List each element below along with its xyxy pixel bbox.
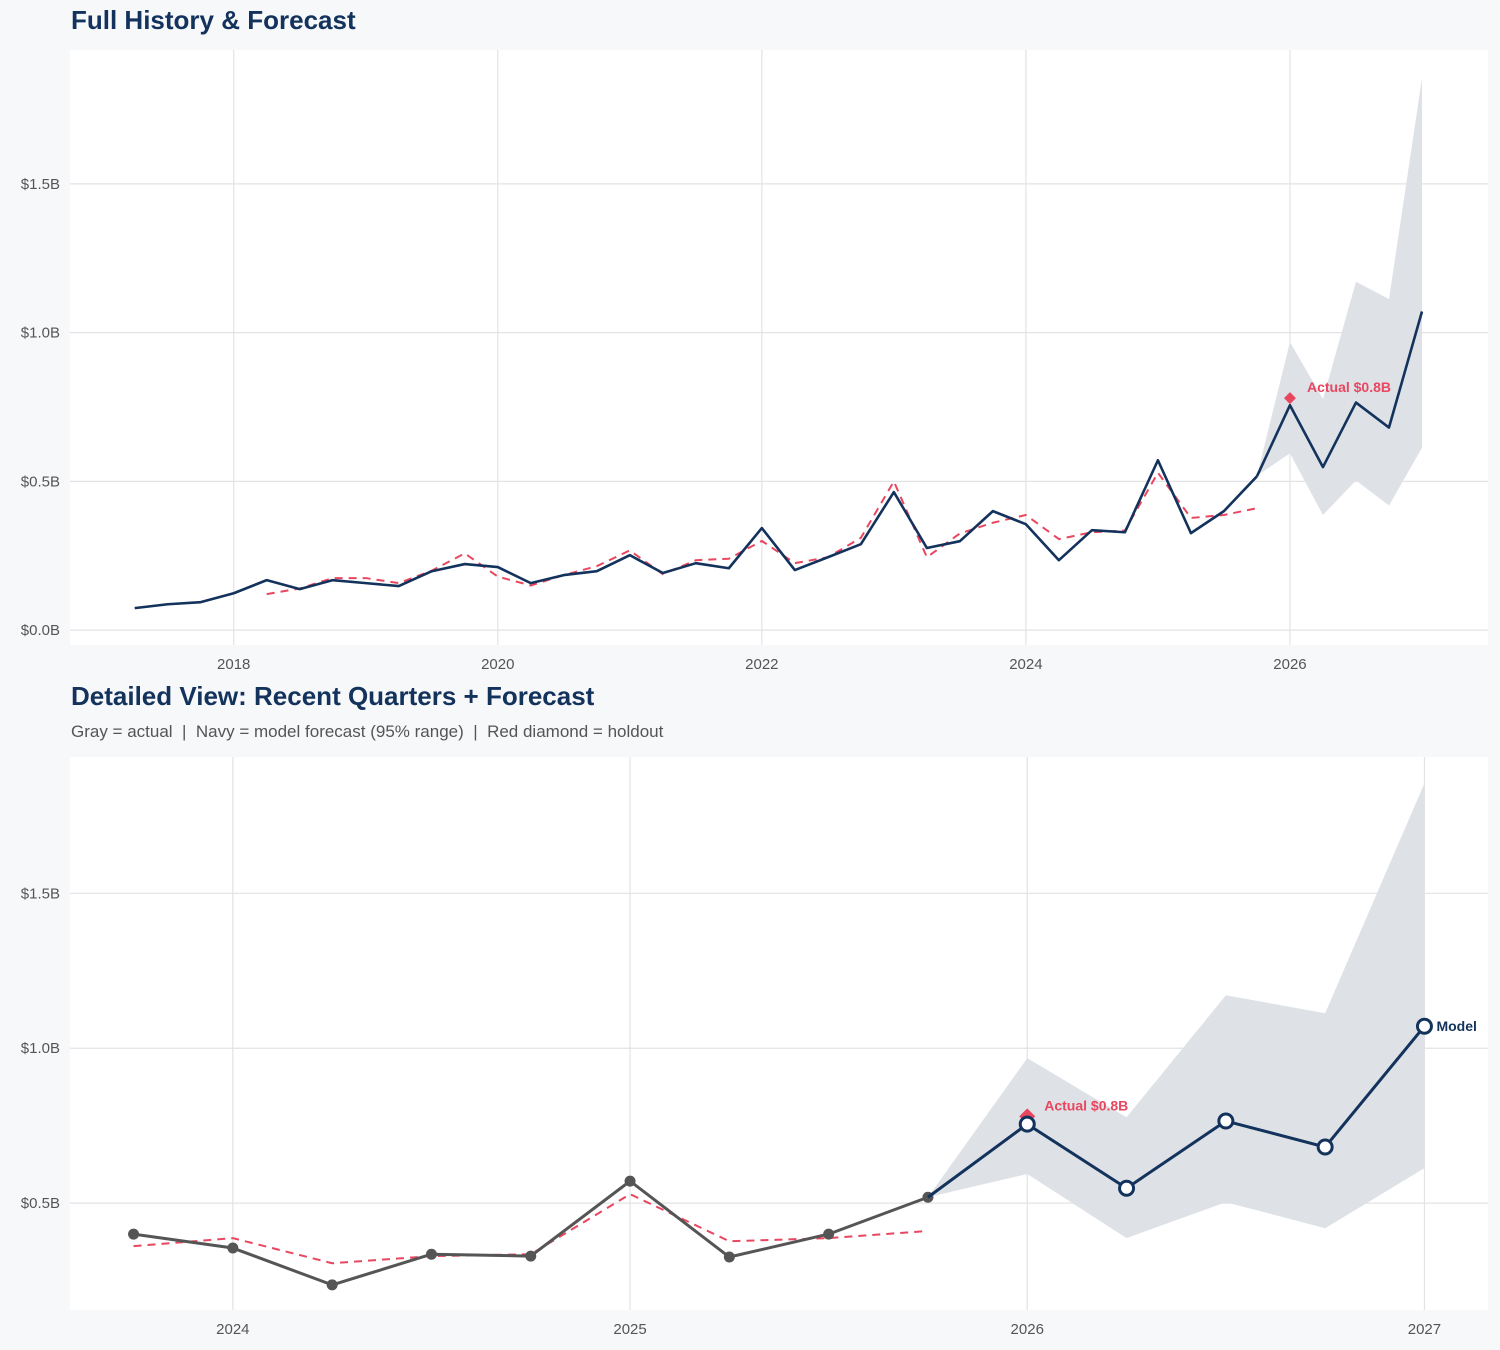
detail-actual-point xyxy=(723,1251,735,1263)
full-x-tick-label: 2020 xyxy=(481,656,514,673)
full-y-tick-label: $0.0B xyxy=(21,622,60,639)
detail-forecast-line xyxy=(927,1025,1426,1199)
detail-forecast-point xyxy=(1217,1112,1235,1130)
detail-actual-point xyxy=(525,1250,537,1262)
full-forecast-line xyxy=(1255,311,1424,477)
detail-forecast-point xyxy=(1415,1017,1433,1035)
detail-y-tick-label: $1.5B xyxy=(21,885,60,902)
detail-forecast-band xyxy=(927,783,1425,1239)
chart-title-full-history: Full History & Forecast xyxy=(71,5,356,35)
detail-actual-point xyxy=(326,1279,338,1291)
detail-x-tick-label: 2026 xyxy=(1011,1321,1044,1338)
full-holdout-diamond xyxy=(1283,392,1296,405)
full-y-tick-label: $1.0B xyxy=(21,325,60,342)
detail-x-tick-label: 2025 xyxy=(613,1321,646,1338)
detail-y-tick-label: $0.5B xyxy=(21,1195,60,1212)
detail-x-tick-label: 2027 xyxy=(1408,1321,1441,1338)
full-x-tick-label: 2018 xyxy=(217,656,250,673)
full-x-tick-label: 2022 xyxy=(745,656,778,673)
full-forecast-band xyxy=(1256,78,1422,515)
chart-title-detailed-view: Detailed View: Recent Quarters + Forecas… xyxy=(71,681,595,711)
detail-actual-point xyxy=(823,1228,835,1240)
full-x-tick-label: 2026 xyxy=(1273,656,1306,673)
detail-x-tick-label: 2024 xyxy=(216,1321,249,1338)
detail-model-end-label: Model xyxy=(1436,1018,1476,1034)
detail-fitted-line xyxy=(133,1193,929,1265)
detail-holdout-label: Actual $0.8B xyxy=(1044,1097,1128,1113)
full-chart: $0.0B $0.5B $1.0B $1.5B 2018 2020 2022 2024 2026… xyxy=(21,50,1488,673)
detail-forecast-point xyxy=(1118,1179,1136,1197)
detail-y-tick-label: $1.0B xyxy=(21,1040,60,1057)
detail-actual-point xyxy=(227,1242,239,1254)
chart-subtitle: Gray = actual | Navy = model forecast (9… xyxy=(71,722,664,741)
detail-actual-point xyxy=(128,1228,140,1240)
full-x-tick-label: 2024 xyxy=(1009,656,1042,673)
full-plot-area xyxy=(70,50,1488,645)
detail-forecast-point xyxy=(1018,1115,1036,1133)
detail-actual-point xyxy=(425,1248,437,1260)
detail-actual-point xyxy=(624,1175,636,1187)
full-actual-line xyxy=(134,458,1258,610)
detail-chart: $0.5B $1.0B $1.5B 2024 2025 2026 2027 Actual $0… xyxy=(21,757,1488,1338)
full-holdout-label: Actual $0.8B xyxy=(1307,379,1391,395)
full-y-tick-label: $1.5B xyxy=(21,176,60,193)
detail-forecast-point xyxy=(1316,1138,1334,1156)
full-y-tick-label: $0.5B xyxy=(21,473,60,490)
